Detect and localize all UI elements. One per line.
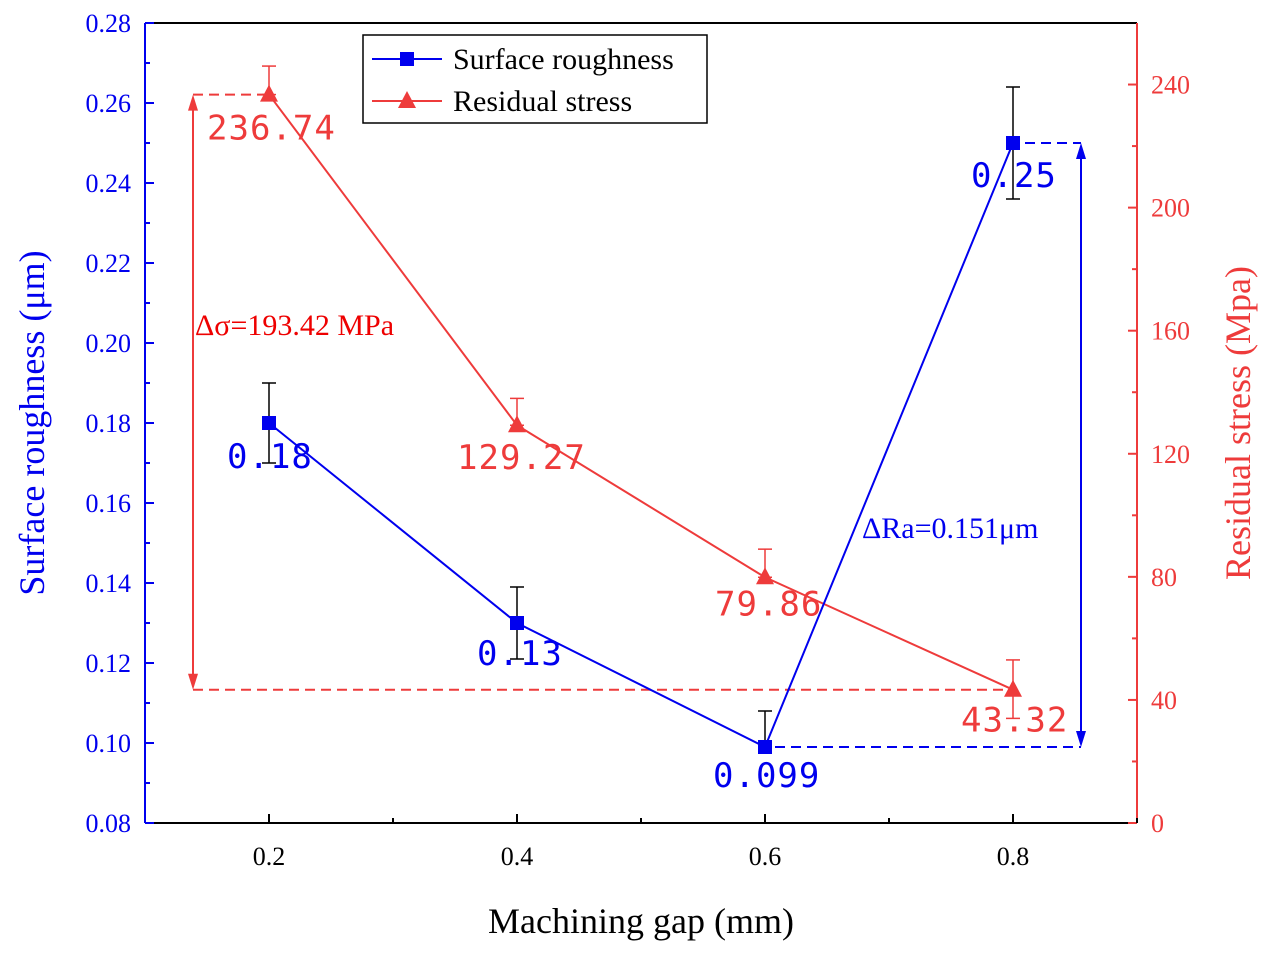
residual-stress-data-label: 43.32 <box>961 701 1068 741</box>
legend-roughness-marker <box>400 52 414 66</box>
surface-roughness-data-label: 0.25 <box>971 156 1057 196</box>
residual-stress-line <box>268 93 1014 691</box>
residual-stress-data-label: 79.86 <box>715 584 822 624</box>
x-tick-label: 0.6 <box>749 842 782 871</box>
legend-box <box>362 34 708 124</box>
y-right-tick-label: 40 <box>1151 686 1177 715</box>
y-left-axis-title: Surface roughness (μm) <box>12 250 52 595</box>
roughness-arrow-head-bottom <box>1076 731 1086 747</box>
surface-roughness-marker <box>758 740 772 754</box>
x-tick-label: 0.4 <box>501 842 534 871</box>
y-left-tick-label: 0.24 <box>86 169 132 198</box>
legend-stress-label: Residual stress <box>453 85 632 118</box>
legend-roughness-label: Surface roughness <box>453 43 674 76</box>
y-right-tick-label: 200 <box>1151 194 1190 223</box>
y-right-axis-title: Residual stress (Mpa) <box>1218 266 1258 580</box>
surface-roughness-data-label: 0.18 <box>227 437 313 477</box>
surface-roughness-marker <box>510 616 524 630</box>
roughness-difference-annotation: ΔRa=0.151μm <box>862 512 1038 545</box>
y-left-tick-label: 0.08 <box>86 809 132 838</box>
residual-stress-data-label: 236.74 <box>207 109 336 149</box>
y-left-tick-label: 0.14 <box>86 569 132 598</box>
y-left-tick-label: 0.18 <box>86 409 132 438</box>
y-right-tick-label: 160 <box>1151 317 1190 346</box>
y-right-tick-label: 240 <box>1151 71 1190 100</box>
residual-stress-marker <box>1004 679 1022 697</box>
surface-roughness-data-label: 0.13 <box>477 634 563 674</box>
residual-stress-marker <box>756 567 774 585</box>
x-tick-label: 0.2 <box>253 842 286 871</box>
roughness-arrow-head-top <box>1076 143 1086 159</box>
stress-arrow-head-bottom <box>188 673 198 690</box>
y-left-tick-label: 0.20 <box>86 329 132 358</box>
x-tick-label: 0.8 <box>997 842 1030 871</box>
y-right-tick-label: 80 <box>1151 563 1177 592</box>
residual-stress-marker <box>508 415 526 433</box>
y-left-tick-label: 0.10 <box>86 729 132 758</box>
residual-stress-data-label: 129.27 <box>457 438 586 478</box>
surface-roughness-marker <box>262 416 276 430</box>
surface-roughness-data-label: 0.099 <box>713 756 820 796</box>
x-axis-title: Machining gap (mm) <box>488 901 794 941</box>
y-left-tick-label: 0.22 <box>86 249 132 278</box>
surface-roughness-line <box>268 142 1014 749</box>
surface-roughness-marker <box>1006 136 1020 150</box>
y-right-tick-label: 0 <box>1151 809 1164 838</box>
y-left-tick-label: 0.28 <box>86 9 132 38</box>
y-left-tick-label: 0.16 <box>86 489 132 518</box>
y-left-tick-label: 0.12 <box>86 649 132 678</box>
y-left-tick-label: 0.26 <box>86 89 132 118</box>
residual-stress-marker <box>260 84 278 102</box>
legend-stress-marker <box>398 91 416 108</box>
y-right-tick-label: 120 <box>1151 440 1190 469</box>
stress-arrow-head-top <box>188 94 198 111</box>
stress-difference-annotation: Δσ=193.42 MPa <box>195 309 394 342</box>
